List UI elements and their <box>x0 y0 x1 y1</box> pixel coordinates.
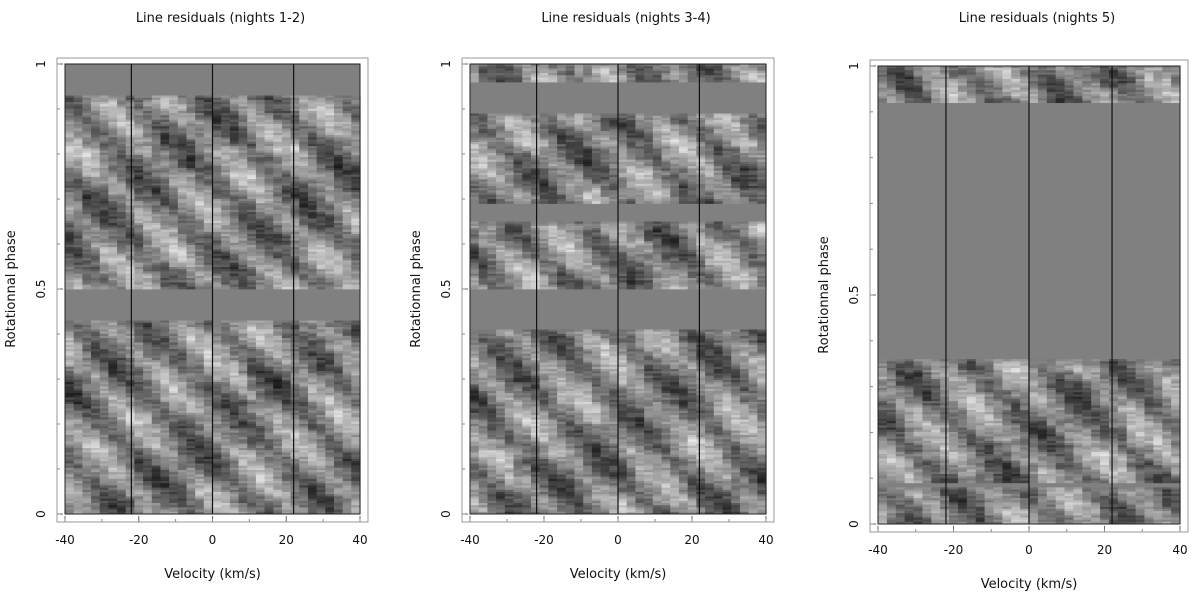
x-tick-label: -20 <box>944 543 964 557</box>
y-tick-label: 0 <box>34 510 48 518</box>
y-tick-label: 0 <box>847 520 861 528</box>
y-axis-label: Rotationnal phase <box>817 236 832 354</box>
observed-band <box>470 221 767 290</box>
chart-title: Line residuals (nights 5) <box>959 11 1115 26</box>
y-axis-label: Rotationnal phase <box>409 230 424 348</box>
x-tick-label: 20 <box>279 533 294 547</box>
observed-band <box>878 487 1181 525</box>
observed-band <box>65 95 361 290</box>
observed-band <box>878 359 1181 484</box>
y-tick-label: 0.5 <box>439 279 453 298</box>
x-tick-label: 20 <box>1097 543 1112 557</box>
observed-band <box>470 329 767 515</box>
panel-3: -40 -20 0 20 40 0 0.5 1 Line residuals (nights 5… <box>817 11 1189 592</box>
plot-frame <box>64 63 361 515</box>
x-tick-label: -20 <box>129 533 149 547</box>
x-axis-label: Velocity (km/s) <box>981 577 1078 592</box>
plot-frame <box>469 63 767 515</box>
x-tick-label: 40 <box>1172 543 1187 557</box>
x-tick-label: 0 <box>1025 543 1033 557</box>
y-tick-label: 0.5 <box>34 279 48 298</box>
y-tick-label: 0.5 <box>847 285 861 304</box>
x-tick-label: -40 <box>868 543 888 557</box>
x-tick-label: 40 <box>758 533 773 547</box>
observed-band <box>878 66 1181 104</box>
x-axis-label: Velocity (km/s) <box>164 567 261 582</box>
y-tick-label: 1 <box>34 60 48 68</box>
y-tick-label: 1 <box>439 60 453 68</box>
observed-band <box>470 113 767 204</box>
plot-frame <box>877 65 1181 525</box>
chart-title: Line residuals (nights 1-2) <box>136 11 305 26</box>
panel-1: -40 -20 0 20 40 0 0.5 1 Line residuals (nights 1… <box>4 11 369 582</box>
observed-band <box>65 320 361 515</box>
x-tick-label: 20 <box>684 533 699 547</box>
x-tick-label: 0 <box>209 533 217 547</box>
x-tick-label: -20 <box>534 533 554 547</box>
x-tick-label: 0 <box>614 533 622 547</box>
observed-band <box>470 64 767 83</box>
y-tick-label: 1 <box>847 62 861 70</box>
x-tick-label: -40 <box>460 533 480 547</box>
x-tick-label: 40 <box>352 533 367 547</box>
x-tick-label: -40 <box>55 533 75 547</box>
y-axis-label: Rotationnal phase <box>4 230 19 348</box>
y-tick-label: 0 <box>439 510 453 518</box>
chart-title: Line residuals (nights 3-4) <box>541 11 710 26</box>
x-axis-label: Velocity (km/s) <box>570 567 667 582</box>
panel-2: -40 -20 0 20 40 0 0.5 1 Line residuals (nights 3… <box>409 11 775 582</box>
